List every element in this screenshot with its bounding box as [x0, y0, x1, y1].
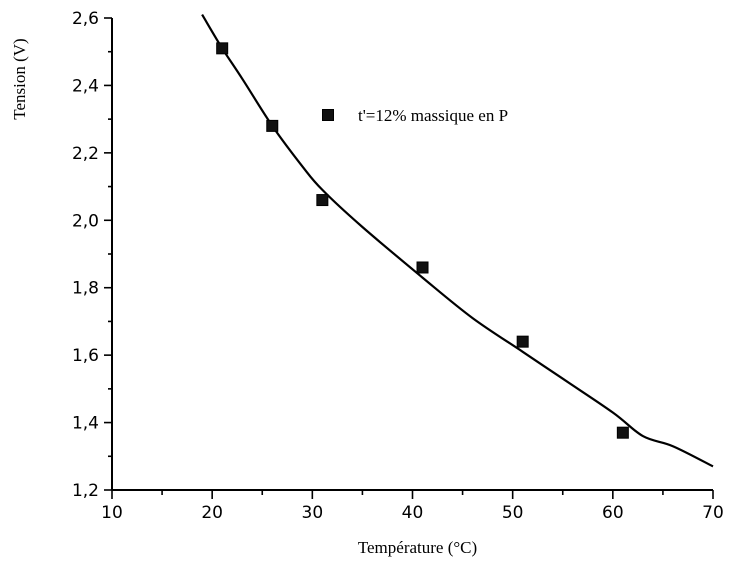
data-point	[266, 119, 279, 132]
y-tick-label: 1,6	[72, 346, 99, 366]
y-tick-label: 1,8	[72, 279, 99, 299]
y-tick-label: 2,6	[72, 9, 99, 29]
y-tick-label: 1,4	[72, 414, 99, 434]
x-tick-label: 30	[302, 503, 324, 523]
data-points	[216, 42, 629, 439]
y-tick-label: 2,0	[72, 211, 99, 231]
y-tick-label: 2,2	[72, 144, 99, 164]
data-point	[216, 42, 229, 55]
y-axis-title: Tension (V)	[10, 38, 29, 119]
y-tick-label: 1,2	[72, 481, 99, 501]
legend-label: t'=12% massique en P	[358, 106, 508, 125]
legend: t'=12% massique en P	[322, 106, 508, 125]
data-point	[416, 261, 429, 274]
x-tick-label: 50	[502, 503, 524, 523]
fit-curve-layer	[201, 14, 714, 468]
x-tick-label: 40	[402, 503, 424, 523]
x-tick-label: 60	[602, 503, 624, 523]
legend-marker	[322, 109, 334, 121]
x-tick-label: 20	[201, 503, 223, 523]
x-tick-label: 10	[101, 503, 123, 523]
fit-curve	[201, 14, 714, 468]
axes: 10 20 30 40 50 60 70 1,2 1,4 1,6 1,8 2,0 2,2 2,4 2,6	[72, 9, 724, 523]
data-point	[316, 194, 329, 207]
x-axis-title: Température (°C)	[358, 538, 477, 557]
y-tick-label: 2,4	[72, 76, 99, 96]
x-tick-label: 70	[702, 503, 724, 523]
data-point	[516, 335, 529, 348]
data-point	[616, 426, 629, 439]
